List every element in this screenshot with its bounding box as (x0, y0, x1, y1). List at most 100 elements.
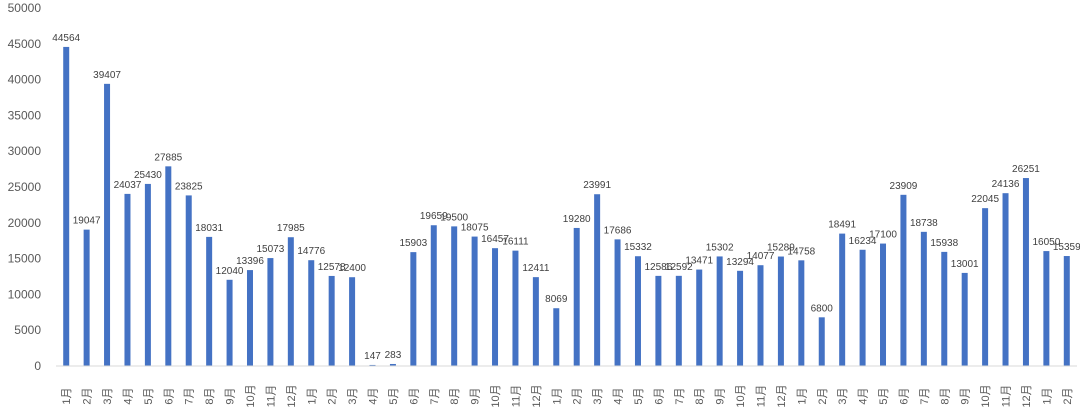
data-label: 19659 (420, 211, 448, 222)
bar (124, 193, 131, 366)
y-tick-label: 0 (34, 359, 41, 373)
data-label: 15332 (624, 242, 652, 253)
x-tick-label: 5月 (878, 387, 890, 404)
bars (63, 46, 1070, 367)
x-tick-label: 9月 (960, 387, 972, 404)
data-label: 15903 (399, 238, 427, 249)
data-label: 14758 (787, 246, 815, 257)
bar (880, 243, 887, 366)
data-label: 283 (385, 350, 402, 361)
x-tick-label: 2月 (817, 387, 829, 404)
x-tick-label: 8月 (449, 387, 461, 404)
x-tick-label: 10月 (735, 384, 747, 407)
bar (757, 265, 764, 366)
x-tick-label: 3月 (592, 387, 604, 404)
y-axis: 0 5000 10000 15000 20000 25000 30000 35000 40000… (8, 1, 42, 373)
y-tick-label: 45000 (8, 37, 42, 51)
data-label: 19280 (563, 214, 591, 225)
data-label: 13396 (236, 256, 264, 267)
x-tick-label: 10月 (245, 384, 257, 407)
data-label: 17985 (277, 223, 305, 234)
data-label: 18738 (910, 218, 938, 229)
data-label: 23825 (175, 181, 203, 192)
data-label: 24037 (114, 180, 142, 191)
data-label: 15289 (767, 243, 795, 254)
x-tick-label: 8月 (939, 387, 951, 404)
bar (83, 229, 90, 366)
bar (655, 275, 662, 366)
x-tick-label: 6月 (408, 387, 420, 404)
x-tick-label: 9月 (715, 387, 727, 404)
data-label: 12411 (522, 263, 550, 274)
x-tick-label: 1月 (551, 387, 563, 404)
data-label: 13294 (726, 257, 754, 268)
x-tick-label: 11月 (510, 385, 522, 407)
data-label: 18031 (195, 223, 223, 234)
x-tick-label: 8月 (694, 387, 706, 404)
x-tick-label: 3月 (102, 387, 114, 404)
y-tick-label: 35000 (8, 108, 42, 122)
x-tick-label: 11月 (1001, 385, 1013, 407)
bar (798, 260, 805, 366)
x-tick-label: 1月 (796, 387, 808, 404)
data-label: 12586 (644, 262, 672, 273)
x-tick-label: 6月 (163, 387, 175, 404)
data-label: 14776 (297, 246, 325, 257)
x-tick-label: 11月 (755, 385, 767, 407)
x-tick-label: 1月 (1041, 387, 1053, 404)
x-tick-label: 2月 (327, 387, 339, 404)
bar (349, 277, 356, 366)
data-label: 39407 (93, 70, 121, 81)
x-tick-label: 7月 (919, 387, 931, 404)
bar (1002, 193, 1009, 366)
x-tick-label: 2月 (572, 387, 584, 404)
y-tick-label: 10000 (8, 287, 42, 301)
bar (859, 249, 866, 366)
data-label: 27885 (154, 152, 182, 163)
x-tick-label: 8月 (204, 387, 216, 404)
y-tick-label: 25000 (8, 180, 42, 194)
bar (287, 237, 294, 366)
data-label: 17100 (869, 230, 897, 241)
x-tick-label: 10月 (980, 384, 992, 407)
bar (246, 270, 253, 366)
bar (308, 260, 315, 366)
x-tick-label: 12月 (776, 384, 788, 407)
data-label: 14077 (747, 251, 775, 262)
data-label: 13471 (685, 256, 713, 267)
data-label: 15073 (257, 244, 285, 255)
bar (1063, 256, 1070, 366)
bar (369, 364, 376, 366)
bar (634, 256, 641, 366)
bar (63, 46, 70, 367)
bar (553, 308, 560, 366)
bar (982, 208, 989, 366)
bar (165, 166, 172, 366)
bar (573, 227, 580, 366)
x-tick-label: 5月 (633, 387, 645, 404)
data-label: 6800 (811, 303, 834, 314)
data-label: 23991 (583, 180, 611, 191)
x-tick-label: 1月 (306, 387, 318, 404)
bar (451, 226, 458, 366)
data-label: 12592 (665, 262, 693, 273)
bar (594, 194, 601, 366)
data-label: 13001 (951, 259, 979, 270)
x-tick-label: 9月 (470, 387, 482, 404)
bar (900, 194, 907, 366)
x-tick-label: 1月 (61, 387, 73, 404)
bar (716, 256, 723, 366)
bar (430, 225, 437, 366)
data-label: 12400 (338, 263, 366, 274)
data-label: 15302 (706, 242, 734, 253)
x-tick-label: 9月 (225, 387, 237, 404)
data-label: 19047 (73, 216, 101, 227)
x-axis: 1月 2月 3月 4月 5月 6月 7月 8月 9月 10月 11月 12月 1月 2月 3月 4月 5月 6月 7… (56, 365, 1077, 408)
bar (839, 233, 846, 366)
x-tick-label: 7月 (674, 387, 686, 404)
bar (104, 83, 111, 366)
data-label: 24136 (992, 179, 1020, 190)
bar (696, 269, 703, 366)
